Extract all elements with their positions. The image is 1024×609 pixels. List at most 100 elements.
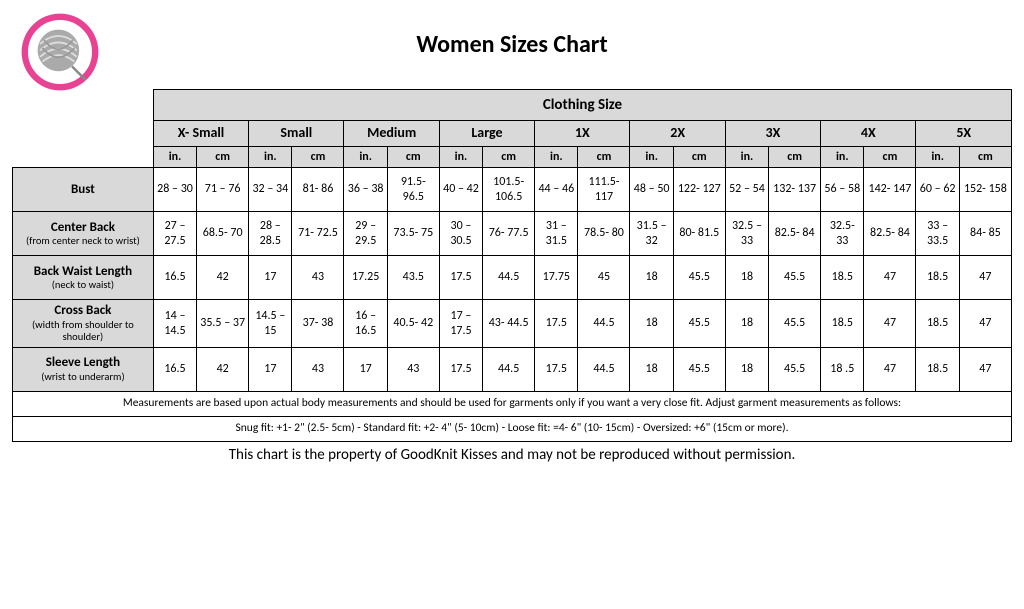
data-cell: 32 – 34 [249,168,292,212]
data-cell: 68.5- 70 [197,212,249,256]
data-cell: 42 [197,347,249,391]
data-cell: 18 [725,347,768,391]
data-cell: 14 – 14.5 [153,300,196,348]
data-cell: 45.5 [769,347,821,391]
data-cell: 45 [578,256,630,300]
unit-header: in. [535,146,578,167]
size-header: Large [439,121,534,147]
data-cell: 47 [864,347,916,391]
data-cell: 43 [387,347,439,391]
unit-header: in. [821,146,864,167]
row-label-sub: (neck to waist) [15,279,151,292]
row-label: Sleeve Length(wrist to underarm) [13,347,154,391]
data-cell: 44.5 [578,300,630,348]
row-label-main: Bust [15,182,151,198]
unit-header: cm [483,146,535,167]
row-label: Cross Back(width from shoulder to should… [13,300,154,348]
size-chart-table: Clothing SizeX- SmallSmallMediumLarge1X2… [12,89,1012,442]
data-cell: 43 [292,347,344,391]
unit-header: cm [387,146,439,167]
row-label-main: Center Back [15,220,151,236]
row-label-sub: (wrist to underarm) [15,371,151,384]
header-clothing-size: Clothing Size [153,90,1011,121]
unit-header: in. [439,146,482,167]
data-cell: 17 – 17.5 [439,300,482,348]
data-cell: 18.5 [916,347,959,391]
unit-header: cm [292,146,344,167]
unit-header: cm [673,146,725,167]
size-header: 3X [725,121,820,147]
row-label: Center Back(from center neck to wrist) [13,212,154,256]
data-cell: 28 – 28.5 [249,212,292,256]
data-cell: 14.5 – 15 [249,300,292,348]
data-cell: 18 [725,256,768,300]
unit-header: cm [197,146,249,167]
row-label-main: Cross Back [15,303,151,319]
data-cell: 47 [864,300,916,348]
data-cell: 101.5- 106.5 [483,168,535,212]
data-cell: 18 [630,347,673,391]
data-cell: 31 – 31.5 [535,212,578,256]
data-cell: 17 [344,347,387,391]
data-cell: 56 – 58 [821,168,864,212]
data-cell: 81- 86 [292,168,344,212]
data-cell: 47 [864,256,916,300]
row-label: Bust [13,168,154,212]
data-cell: 18.5 [916,300,959,348]
header-blank-corner [13,90,154,168]
row-label-sub: (width from shoulder to shoulder) [15,319,151,344]
data-cell: 17 [249,347,292,391]
unit-header: in. [344,146,387,167]
data-cell: 142- 147 [864,168,916,212]
unit-header: cm [578,146,630,167]
data-cell: 44.5 [578,347,630,391]
data-cell: 17.25 [344,256,387,300]
data-cell: 18 [630,300,673,348]
data-cell: 16 – 16.5 [344,300,387,348]
data-cell: 17.75 [535,256,578,300]
data-cell: 44 – 46 [535,168,578,212]
data-cell: 44.5 [483,347,535,391]
footer-text: This chart is the property of GoodKnit K… [12,446,1012,464]
data-cell: 47 [959,256,1011,300]
size-header: 1X [535,121,630,147]
data-cell: 32.5- 33 [821,212,864,256]
data-cell: 82.5- 84 [864,212,916,256]
data-cell: 43- 44.5 [483,300,535,348]
data-cell: 28 – 30 [153,168,196,212]
unit-header: in. [725,146,768,167]
unit-header: cm [959,146,1011,167]
row-label-sub: (from center neck to wrist) [15,235,151,248]
data-cell: 45.5 [673,300,725,348]
unit-header: in. [630,146,673,167]
data-cell: 82.5- 84 [769,212,821,256]
data-cell: 42 [197,256,249,300]
note-row: Snug fit: +1- 2" (2.5- 5cm) - Standard f… [13,416,1012,441]
data-cell: 132- 137 [769,168,821,212]
data-cell: 47 [959,347,1011,391]
unit-header: cm [864,146,916,167]
data-cell: 47 [959,300,1011,348]
data-cell: 91.5- 96.5 [387,168,439,212]
data-cell: 17.5 [439,256,482,300]
data-cell: 16.5 [153,256,196,300]
data-cell: 18.5 [916,256,959,300]
data-cell: 40.5- 42 [387,300,439,348]
data-cell: 18.5 [821,256,864,300]
data-cell: 18 [725,300,768,348]
data-cell: 31.5 – 32 [630,212,673,256]
row-label-main: Back Waist Length [15,264,151,280]
yarn-logo [20,12,100,92]
data-cell: 71- 72.5 [292,212,344,256]
page-title: Women Sizes Chart [12,30,1012,59]
note-row: Measurements are based upon actual body … [13,391,1012,416]
row-label: Back Waist Length(neck to waist) [13,256,154,300]
data-cell: 60 – 62 [916,168,959,212]
data-cell: 29 – 29.5 [344,212,387,256]
unit-header: cm [769,146,821,167]
data-cell: 18 [630,256,673,300]
data-cell: 18.5 [821,300,864,348]
data-cell: 71 – 76 [197,168,249,212]
data-cell: 45.5 [673,256,725,300]
data-cell: 32.5 – 33 [725,212,768,256]
